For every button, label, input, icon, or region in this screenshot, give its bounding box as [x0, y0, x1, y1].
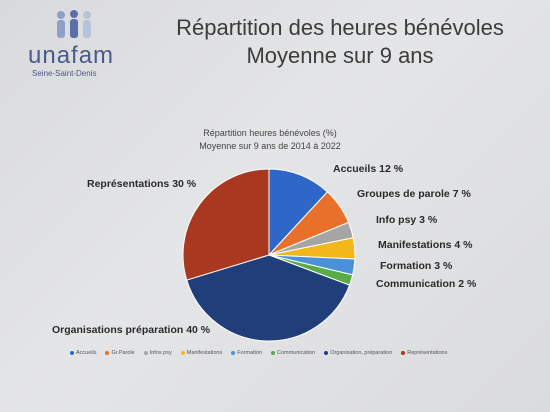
slice-label-accueils: Accueils 12 %	[333, 163, 404, 175]
legend-swatch	[105, 351, 110, 355]
chart-legend: Accueils Gr.Parole Infos psy Manifestations…	[70, 350, 490, 356]
pie-slice-accueils	[268, 168, 329, 257]
title-line-2: Moyenne sur 9 ans	[246, 43, 434, 68]
legend-swatch	[70, 351, 74, 355]
legend-swatch	[180, 351, 185, 355]
slice-label-communication: Communication 2 %	[376, 278, 477, 290]
slice-label-infos-psy: Info psy 3 %	[376, 214, 438, 226]
people-logo-icon	[57, 10, 91, 38]
slice-label-manifestations: Manifestations 4 %	[378, 239, 473, 251]
slice-label-organisation-pr-paration: Organisations préparation 40 %	[52, 324, 211, 336]
legend-label: Organisation, préparation	[330, 350, 393, 356]
pie-slice-organisation-pr-paration	[186, 254, 351, 342]
legend-label: Infos psy	[149, 350, 172, 356]
legend-label: Représentations	[407, 350, 448, 356]
slice-label-formation: Formation 3 %	[380, 260, 453, 272]
legend-swatch	[401, 351, 406, 355]
unafam-logo: unafam Seine-Saint-Denis	[24, 8, 124, 78]
slice-label-repr-sentations: Représentations 30 %	[87, 178, 197, 190]
legend-label: Accueils	[76, 350, 97, 356]
legend-label: Communication	[276, 350, 316, 356]
legend-item: Représentations	[401, 350, 447, 356]
chart-title: Répartition heures bénévoles (%) Moyenne…	[170, 127, 370, 153]
legend-swatch	[143, 351, 148, 355]
legend-swatch	[231, 351, 236, 355]
legend-item: Formation	[231, 350, 262, 356]
legend-swatch	[324, 351, 329, 355]
title-line-1: Répartition des heures bénévoles	[176, 15, 504, 40]
legend-label: Formation	[237, 350, 262, 356]
legend-item: Communication	[270, 350, 316, 356]
slice-label-gr-parole: Groupes de parole 7 %	[357, 188, 471, 200]
legend-label: Manifestations	[186, 350, 223, 356]
legend-item: Manifestations	[180, 350, 223, 356]
legend-item: Organisation, préparation	[324, 350, 392, 356]
logo-wordmark: unafam	[28, 42, 115, 69]
legend-item: Accueils	[70, 350, 96, 356]
legend-label: Gr.Parole	[111, 350, 135, 356]
page-title: Répartition des heures bénévoles Moyenne…	[130, 14, 550, 70]
legend-swatch	[270, 351, 275, 355]
chart-title-text: Répartition heures bénévoles (%)	[203, 128, 337, 138]
legend-item: Gr.Parole	[105, 350, 135, 356]
legend-item: Infos psy	[143, 350, 172, 356]
logo-subtitle: Seine-Saint-Denis	[32, 69, 97, 78]
chart-subtitle-text: Moyenne sur 9 ans de 2014 à 2022	[199, 141, 341, 151]
pie-slice-repr-sentations	[182, 168, 270, 281]
